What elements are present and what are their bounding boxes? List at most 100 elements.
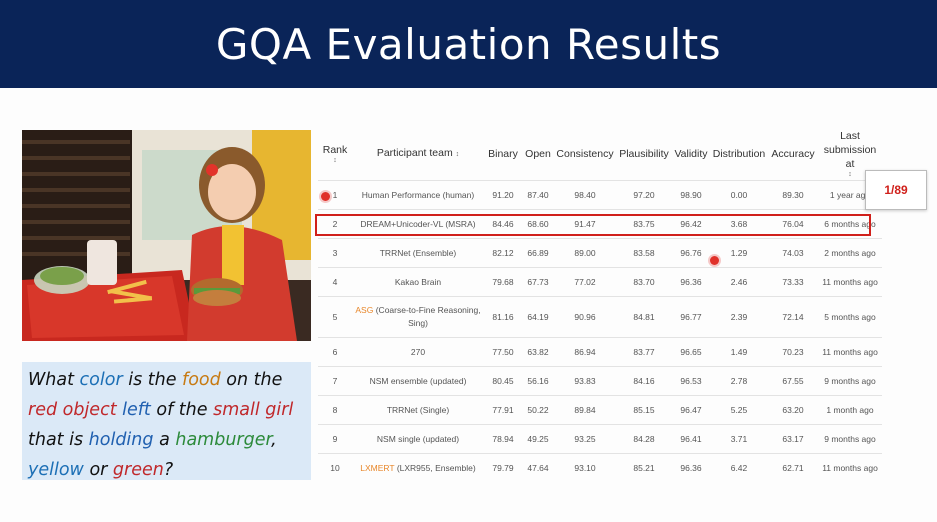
cell-binary: 84.46 — [484, 209, 522, 239]
team-name: DREAM+Unicoder-VL (MSRA) — [360, 219, 476, 229]
column-accuracy[interactable]: Accuracy — [771, 148, 815, 160]
question-part: food — [182, 370, 221, 390]
column-distribution[interactable]: Distribution — [712, 148, 766, 160]
cell-validity: 96.41 — [672, 424, 710, 454]
column-rank[interactable]: Rank ↕ — [318, 128, 352, 181]
question-part: on the — [220, 370, 283, 390]
cell-accuracy: 63.17 — [768, 424, 818, 454]
cell-rank: 3 — [318, 238, 352, 268]
cell-plausibility: 85.21 — [616, 453, 672, 482]
cell-team: DREAM+Unicoder-VL (MSRA) — [352, 209, 484, 239]
cell-team: NSM single (updated) — [352, 424, 484, 454]
team-name: (Coarse-to-Fine Reasoning, Sing) — [375, 305, 481, 328]
cell-last: 11 months ago — [818, 267, 882, 297]
cell-distribution: 0.00 — [710, 180, 768, 210]
question-part: ? — [163, 460, 174, 480]
table-row[interactable]: 8 TRRNet (Single) 77.91 50.22 89.84 85.15 96.4… — [318, 395, 882, 425]
question-part: green — [112, 460, 164, 480]
question-part: small girl — [213, 400, 294, 420]
cell-consistency: 77.02 — [554, 267, 616, 297]
table-row[interactable]: 2 DREAM+Unicoder-VL (MSRA) 84.46 68.60 91.47… — [318, 209, 882, 239]
cell-distribution: 1.49 — [710, 337, 768, 367]
sort-icon: ↕ — [333, 157, 337, 164]
column-plausibility[interactable]: Plausibility — [619, 148, 669, 160]
example-image — [22, 130, 311, 341]
cell-accuracy: 67.55 — [768, 366, 818, 396]
pointer-dot — [710, 256, 719, 265]
cell-rank: 9 — [318, 424, 352, 454]
team-name: TRRNet (Ensemble) — [379, 248, 457, 258]
cell-team: Human Performance (human) — [352, 180, 484, 210]
team-link[interactable]: ASG — [355, 305, 374, 315]
cell-validity: 96.77 — [672, 296, 710, 338]
cell-open: 63.82 — [522, 337, 554, 367]
cell-plausibility: 83.58 — [616, 238, 672, 268]
cell-binary: 81.16 — [484, 296, 522, 338]
leaderboard-table: Rank ↕ Participant team ↕ Binary Open Con… — [318, 128, 882, 482]
column-open[interactable]: Open — [525, 148, 551, 160]
cell-consistency: 93.83 — [554, 366, 616, 396]
cell-validity: 96.53 — [672, 366, 710, 396]
column-consistency[interactable]: Consistency — [556, 148, 614, 160]
cell-plausibility: 83.75 — [616, 209, 672, 239]
cell-last: 6 months ago — [818, 209, 882, 239]
table-header-row: Rank ↕ Participant team ↕ Binary Open Con… — [318, 128, 882, 181]
table-row[interactable]: 3 TRRNet (Ensemble) 82.12 66.89 89.00 83.58 96… — [318, 238, 882, 268]
team-name: NSM single (updated) — [376, 434, 460, 444]
cell-last: 11 months ago — [818, 453, 882, 482]
question-part: color — [79, 370, 123, 390]
cell-open: 49.25 — [522, 424, 554, 454]
cell-distribution: 1.29 — [710, 238, 768, 268]
team-link[interactable]: LXMERT — [360, 463, 395, 473]
table-row[interactable]: 1 Human Performance (human) 91.20 87.40 98.4… — [318, 180, 882, 210]
table-row[interactable]: 10 LXMERT (LXR955, Ensemble) 79.79 47.64 93.… — [318, 453, 882, 482]
column-binary[interactable]: Binary — [488, 148, 518, 160]
question-part: left — [122, 400, 151, 420]
cell-last: 2 months ago — [818, 238, 882, 268]
question-part: , — [271, 430, 277, 450]
table-row[interactable]: 6 270 77.50 63.82 86.94 83.77 96.65 1.49 70.23 11… — [318, 337, 882, 367]
cell-plausibility: 83.70 — [616, 267, 672, 297]
cell-consistency: 93.25 — [554, 424, 616, 454]
question-part: is the — [122, 370, 183, 390]
slide-header: GQA Evaluation Results — [0, 0, 937, 88]
cell-accuracy: 72.14 — [768, 296, 818, 338]
cell-accuracy: 63.20 — [768, 395, 818, 425]
cell-rank: 2 — [318, 209, 352, 239]
cell-rank: 6 — [318, 337, 352, 367]
cell-open: 56.16 — [522, 366, 554, 396]
cell-consistency: 98.40 — [554, 180, 616, 210]
cell-last: 9 months ago — [818, 424, 882, 454]
rank-callout: 1/89 — [865, 170, 927, 210]
cell-validity: 96.65 — [672, 337, 710, 367]
team-name: Kakao Brain — [394, 277, 442, 287]
table-row[interactable]: 9 NSM single (updated) 78.94 49.25 93.25 84.2… — [318, 424, 882, 454]
team-name: (LXR955, Ensemble) — [396, 463, 476, 473]
column-team[interactable]: Participant team ↕ — [376, 147, 460, 159]
cell-open: 68.60 — [522, 209, 554, 239]
column-last-submission[interactable]: Last submission at ↕ — [818, 128, 882, 181]
sort-icon: ↕ — [848, 171, 852, 178]
cell-team: 270 — [352, 337, 484, 367]
table-row[interactable]: 4 Kakao Brain 79.68 67.73 77.02 83.70 96.36 2.4… — [318, 267, 882, 297]
team-name: 270 — [410, 347, 426, 357]
girl-eating-hamburger-image — [22, 130, 311, 341]
table-row[interactable]: 7 NSM ensemble (updated) 80.45 56.16 93.83 84… — [318, 366, 882, 396]
cell-consistency: 91.47 — [554, 209, 616, 239]
question-part: What — [28, 370, 80, 390]
cell-distribution: 2.39 — [710, 296, 768, 338]
cell-team: TRRNet (Single) — [352, 395, 484, 425]
cell-last: 1 month ago — [818, 395, 882, 425]
cell-rank: 5 — [318, 296, 352, 338]
cell-accuracy: 70.23 — [768, 337, 818, 367]
cell-plausibility: 97.20 — [616, 180, 672, 210]
table-row[interactable]: 5 ASG (Coarse-to-Fine Reasoning, Sing) 81.… — [318, 296, 882, 338]
cell-plausibility: 85.15 — [616, 395, 672, 425]
cell-validity: 96.76 — [672, 238, 710, 268]
column-validity[interactable]: Validity — [674, 148, 708, 160]
cell-binary: 77.91 — [484, 395, 522, 425]
cell-distribution: 2.78 — [710, 366, 768, 396]
cell-rank: 7 — [318, 366, 352, 396]
cell-rank: 1 — [318, 180, 352, 210]
cell-consistency: 89.00 — [554, 238, 616, 268]
